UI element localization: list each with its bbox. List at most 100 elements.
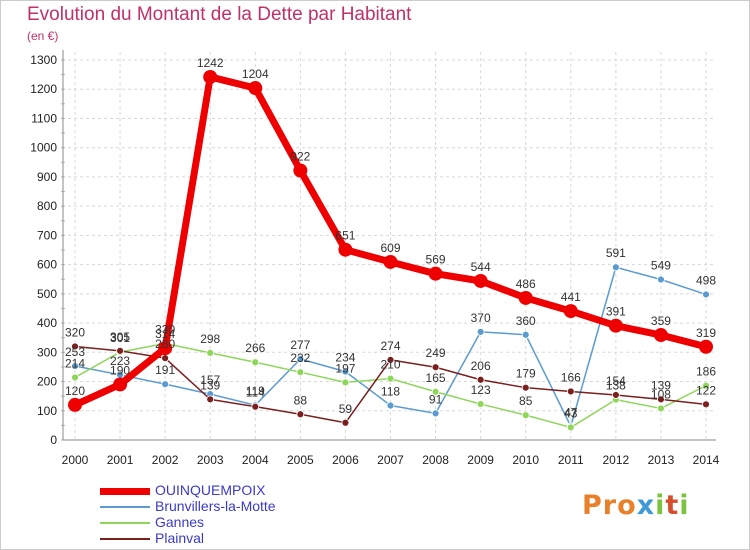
legend-label: Gannes <box>155 514 205 530</box>
data-point <box>383 254 398 269</box>
y-tick-label: 900 <box>37 170 57 184</box>
data-label: 232 <box>290 351 310 365</box>
y-tick-label: 500 <box>37 287 57 301</box>
data-label: 314 <box>155 327 175 341</box>
data-label: 359 <box>651 314 671 328</box>
logo-letter: i <box>679 490 690 521</box>
x-tick-label: 2007 <box>377 453 404 467</box>
data-label: 165 <box>426 371 446 385</box>
logo-letter: t <box>665 490 680 521</box>
data-label: 1242 <box>197 56 224 70</box>
data-label: 651 <box>335 229 355 243</box>
data-label: 43 <box>564 406 578 420</box>
data-point <box>338 242 353 257</box>
data-point <box>431 409 440 418</box>
data-point <box>611 391 620 399</box>
data-point <box>161 380 170 389</box>
data-point <box>203 69 218 84</box>
x-tick-label: 2006 <box>332 453 359 467</box>
data-point <box>563 304 578 319</box>
data-point <box>699 339 713 354</box>
y-tick-label: 1100 <box>31 111 57 125</box>
data-point <box>68 397 82 412</box>
data-point <box>608 318 623 333</box>
x-tick-label: 2013 <box>648 453 675 467</box>
legend-swatch <box>100 538 150 540</box>
data-point <box>386 401 395 410</box>
y-tick-label: 1000 <box>30 141 57 155</box>
chart-title: Evolution du Montant de la Dette par Hab… <box>27 4 412 25</box>
legend-label: OUINQUEMPOIX <box>155 482 266 498</box>
data-point <box>341 418 350 427</box>
legend-label: Plainval <box>155 530 205 546</box>
x-tick-label: 2003 <box>197 453 224 467</box>
data-point <box>296 410 305 419</box>
data-point <box>702 400 710 409</box>
data-label: 206 <box>471 359 491 373</box>
legend-swatch <box>100 506 150 508</box>
data-point <box>116 346 124 355</box>
data-label: 266 <box>245 341 265 355</box>
data-point <box>521 383 530 392</box>
data-label: 370 <box>471 311 491 325</box>
data-label: 330 <box>155 323 175 337</box>
data-label: 139 <box>200 378 220 392</box>
x-tick-label: 2005 <box>287 453 314 467</box>
x-tick-label: 2001 <box>107 453 134 467</box>
x-tick-label: 2004 <box>242 453 269 467</box>
data-label: 120 <box>65 384 85 398</box>
data-point <box>702 381 710 390</box>
y-tick-label: 300 <box>37 345 57 359</box>
data-label: 391 <box>606 305 626 319</box>
data-point <box>431 387 440 396</box>
y-tick-label: 400 <box>37 316 57 330</box>
data-label: 114 <box>246 386 265 400</box>
y-tick-label: 600 <box>37 258 57 272</box>
data-label: 498 <box>696 273 716 287</box>
data-label: 108 <box>651 387 671 401</box>
data-point <box>71 362 79 370</box>
data-point <box>158 341 173 356</box>
logo-letter: o <box>617 490 637 521</box>
data-point <box>71 373 79 382</box>
data-label: 118 <box>381 385 400 399</box>
data-point <box>293 163 308 178</box>
data-point <box>248 81 263 96</box>
data-label: 186 <box>696 365 716 379</box>
data-label: 157 <box>200 373 220 387</box>
data-point <box>566 387 575 396</box>
data-label: 214 <box>65 356 85 370</box>
data-label: 179 <box>516 367 536 381</box>
data-point <box>386 356 395 364</box>
x-tick-label: 2009 <box>467 453 494 467</box>
data-label: 1204 <box>242 67 269 81</box>
y-tick-label: 0 <box>50 433 57 447</box>
logo-letter: r <box>602 490 618 521</box>
data-point <box>296 368 305 377</box>
data-label: 139 <box>651 378 671 392</box>
data-point <box>521 411 530 420</box>
data-label: 119 <box>246 384 265 398</box>
data-label: 319 <box>696 326 716 340</box>
data-point <box>611 263 620 272</box>
data-label: 253 <box>65 345 85 359</box>
data-point <box>296 355 305 363</box>
data-label: 234 <box>335 351 355 365</box>
proxiti-logo: Proxiti <box>582 490 690 521</box>
legend-swatch <box>100 522 150 524</box>
y-tick-label: 700 <box>37 228 57 242</box>
data-label: 922 <box>290 149 310 163</box>
data-point <box>206 395 215 404</box>
data-point <box>341 378 350 387</box>
data-label: 441 <box>561 290 581 304</box>
y-tick-label: 1200 <box>30 82 57 96</box>
x-tick-label: 2008 <box>422 453 449 467</box>
data-label: 274 <box>380 339 400 353</box>
x-tick-label: 2012 <box>603 453 630 467</box>
data-label: 609 <box>380 241 400 255</box>
data-label: 305 <box>110 330 130 344</box>
logo-letter: P <box>582 490 603 521</box>
data-label: 320 <box>65 325 85 339</box>
data-point <box>251 358 260 367</box>
data-label: 223 <box>110 354 130 368</box>
